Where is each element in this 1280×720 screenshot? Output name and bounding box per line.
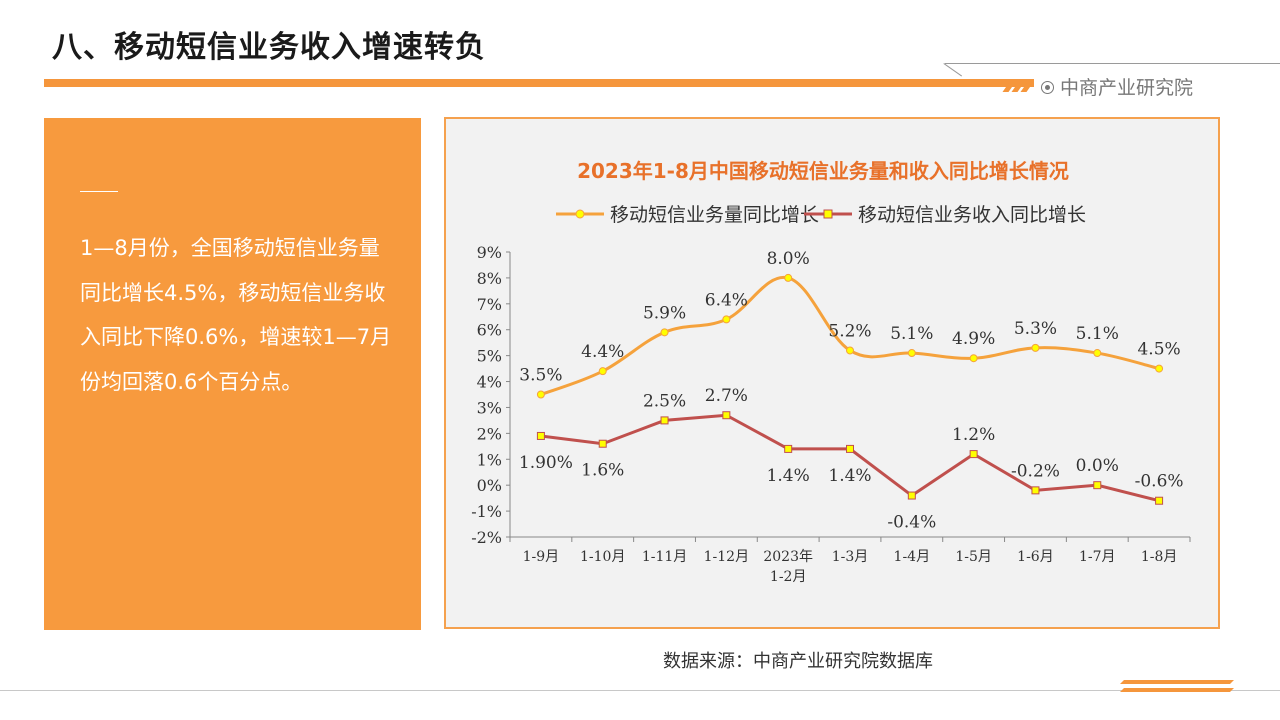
data-label: 5.3%: [1014, 319, 1057, 339]
summary-text: 1—8月份，全国移动短信业务量同比增长4.5%，移动短信业务收入同比下降0.6%…: [80, 236, 392, 394]
x-tick-label: 1-11月: [642, 549, 687, 565]
x-tick-label: 1-7月: [1079, 549, 1116, 565]
legend-marker: [575, 209, 585, 219]
page-title: 八、移动短信业务收入增速转负: [52, 30, 486, 65]
chart-title: 2023年1-8月中国移动短信业务量和收入同比增长情况: [577, 159, 1069, 183]
data-label: 1.6%: [581, 461, 624, 481]
data-point: [1155, 364, 1164, 373]
data-point: [907, 491, 916, 500]
data-point: [660, 328, 669, 337]
bottom-rule: [0, 690, 1280, 691]
data-label: -0.4%: [887, 513, 936, 533]
data-label: 5.1%: [890, 324, 933, 344]
data-point: [1093, 481, 1102, 490]
x-tick-label: 1-3月: [832, 549, 869, 565]
legend-marker: [823, 209, 833, 219]
y-tick-label: 4%: [477, 373, 502, 392]
series-line: [540, 275, 1160, 396]
data-label: 5.2%: [828, 321, 871, 341]
legend-label: 移动短信业务收入同比增长: [858, 204, 1086, 226]
data-label: 1.4%: [767, 466, 810, 486]
y-tick-label: 7%: [477, 295, 502, 314]
chart-frame: [444, 117, 1220, 629]
data-point: [722, 411, 731, 420]
legend-label: 移动短信业务量同比增长: [610, 204, 819, 226]
data-label: 3.5%: [519, 366, 562, 386]
data-point: [1093, 349, 1102, 358]
y-tick-label: -1%: [471, 502, 502, 521]
x-tick-label: 1-5月: [955, 549, 992, 565]
data-point: [1031, 486, 1040, 495]
data-label: 2.7%: [705, 386, 748, 406]
data-point: [660, 416, 669, 425]
data-point: [598, 367, 607, 376]
x-tick-label: 2023年: [763, 549, 813, 565]
bottom-stripes-decoration: [1120, 680, 1234, 696]
chart-series: 3.5% 4.4% 5.9% 6.4% 8.0% 5.2% 5.1% 4.9% 5.3% 5.1%…: [519, 249, 1184, 533]
data-point: [969, 354, 978, 363]
data-point: [536, 431, 545, 440]
data-point: [846, 444, 854, 453]
data-point: [907, 349, 916, 358]
data-label: -0.6%: [1135, 472, 1184, 492]
y-tick-label: 1%: [477, 450, 502, 469]
x-tick-label: 1-12月: [704, 549, 749, 565]
brand-name: 中商产业研究院: [1060, 77, 1194, 99]
title-accent-bar: [44, 79, 1034, 87]
x-tick-label: 1-6月: [1017, 549, 1054, 565]
data-label: -0.2%: [1011, 461, 1060, 481]
x-tick-label: 1-4月: [894, 549, 931, 565]
chart-axes: 9% 8% 7% 6% 5% 4% 3% 2% 1% 0% -1% -2% 1-9月 1-10月 1-11月…: [471, 243, 1191, 585]
y-tick-label: 3%: [477, 398, 502, 417]
y-tick-label: 9%: [477, 243, 502, 262]
y-tick-label: 6%: [477, 321, 502, 340]
data-label: 8.0%: [767, 249, 810, 269]
panel-divider: [80, 191, 118, 192]
summary-panel: [44, 118, 421, 630]
chart-legend: 移动短信业务量同比增长 移动短信业务收入同比增长: [556, 204, 1086, 226]
brand-logo-icon: [1041, 81, 1054, 94]
y-tick-label: 0%: [477, 476, 502, 495]
y-tick-label: 8%: [477, 269, 502, 288]
data-label: 2.5%: [643, 391, 686, 411]
data-point: [1155, 496, 1164, 505]
data-label: 6.4%: [705, 290, 748, 310]
x-tick-label: 1-2月: [770, 569, 807, 585]
data-point: [969, 450, 978, 459]
data-point: [846, 346, 854, 355]
data-label: 1.90%: [519, 453, 573, 473]
data-label: 4.9%: [952, 329, 995, 349]
x-tick-label: 1-10月: [580, 549, 625, 565]
data-label: 5.9%: [643, 303, 686, 323]
data-label: 5.1%: [1076, 324, 1119, 344]
data-source: 数据来源：中商产业研究院数据库: [663, 651, 933, 672]
data-point: [784, 444, 793, 453]
brand-label: 中商产业研究院: [1041, 73, 1193, 100]
x-tick-label: 1-9月: [523, 549, 560, 565]
title-rule: [945, 63, 1280, 64]
data-point: [1031, 343, 1040, 352]
y-tick-label: -2%: [471, 528, 502, 547]
series-line: [540, 413, 1160, 503]
data-label: 1.2%: [952, 425, 995, 445]
data-point: [784, 273, 793, 282]
data-point: [722, 315, 731, 324]
data-label: 4.4%: [581, 342, 624, 362]
x-tick-label: 1-8月: [1141, 549, 1178, 565]
data-point: [536, 390, 545, 399]
data-label: 0.0%: [1076, 456, 1119, 476]
data-point: [598, 439, 607, 448]
data-label: 4.5%: [1137, 340, 1180, 360]
y-tick-label: 5%: [477, 347, 502, 366]
y-tick-label: 2%: [477, 424, 502, 443]
data-label: 1.4%: [828, 466, 871, 486]
